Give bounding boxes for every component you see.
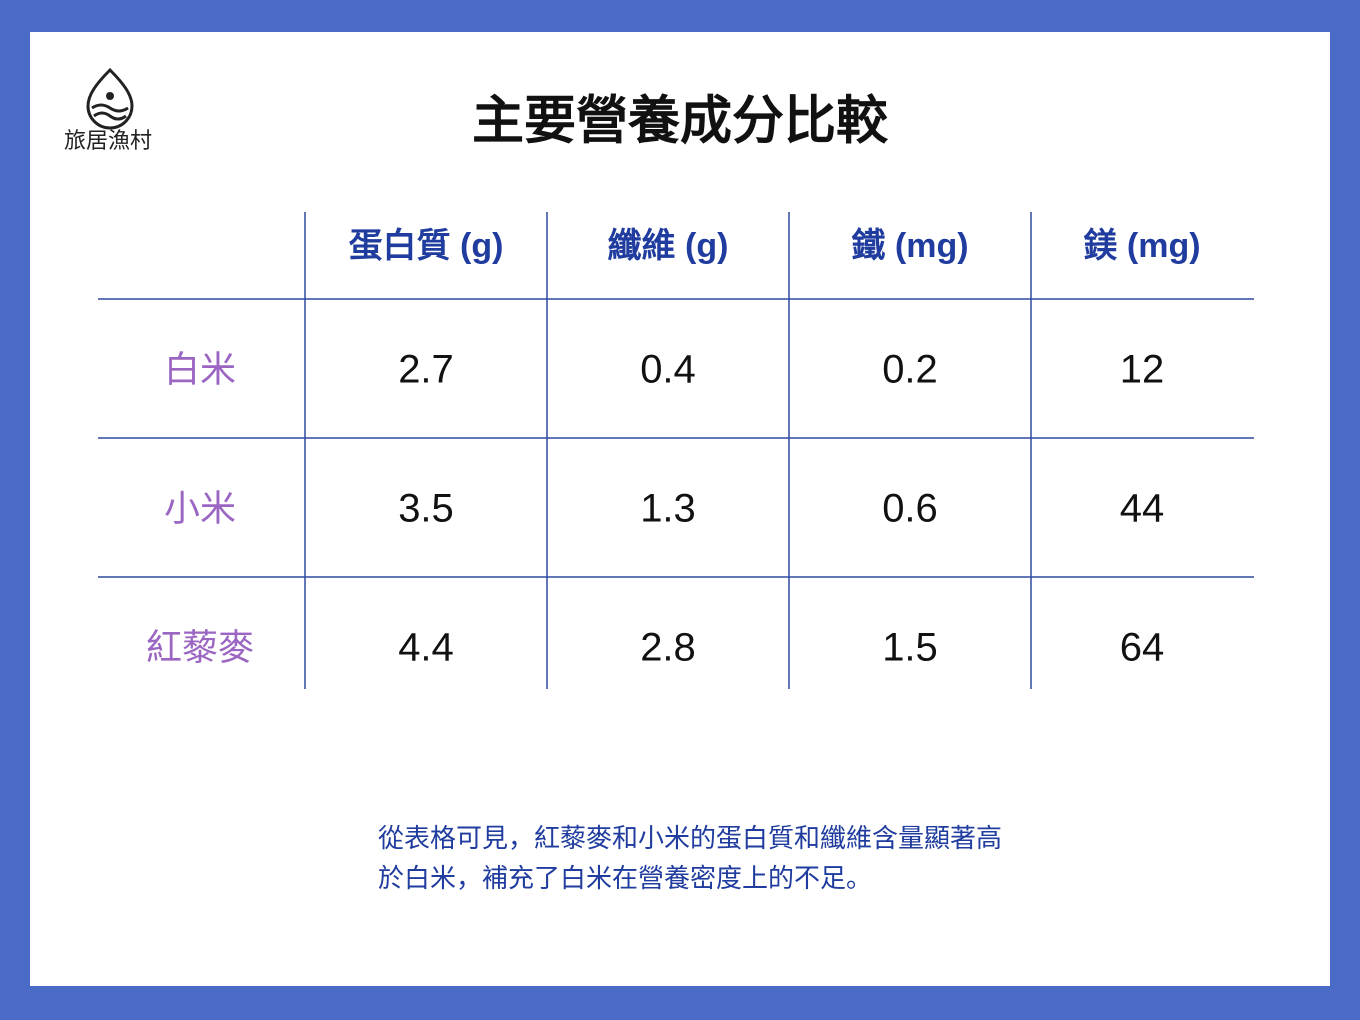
card — [30, 32, 1330, 986]
row-label: 小米 — [164, 488, 236, 529]
cell-value: 1.5 — [882, 626, 938, 670]
cell-value: 0.6 — [882, 487, 938, 531]
cell-value: 12 — [1120, 348, 1165, 392]
row-label: 紅藜麥 — [146, 627, 254, 668]
cell-value: 64 — [1120, 626, 1165, 670]
row-label: 白米 — [164, 349, 236, 390]
column-header: 鎂 (mg) — [1083, 227, 1200, 265]
note-line: 從表格可見，紅藜麥和小米的蛋白質和纖維含量顯著高 — [378, 823, 1002, 853]
cell-value: 0.4 — [640, 348, 696, 392]
note-line: 於白米，補充了白米在營養密度上的不足。 — [378, 863, 872, 893]
cell-value: 1.3 — [640, 487, 696, 531]
cell-value: 0.2 — [882, 348, 938, 392]
cell-value: 4.4 — [398, 626, 454, 670]
cell-value: 2.8 — [640, 626, 696, 670]
title: 主要營養成分比較 — [472, 93, 889, 151]
column-header: 蛋白質 (g) — [349, 227, 504, 265]
cell-value: 2.7 — [398, 348, 454, 392]
column-header: 鐵 (mg) — [851, 227, 968, 265]
table: 蛋白質 (g) 纖維 (g) 鐵 (mg) 鎂 (mg) 白米 2.7 0.4 0.2 12 小米… — [98, 212, 1254, 689]
logo-icon — [86, 67, 134, 130]
logo-text: 旅居漁村 — [64, 128, 152, 153]
cell-value: 44 — [1120, 487, 1165, 531]
column-header: 纖維 (g) — [608, 227, 729, 265]
cell-value: 3.5 — [398, 487, 454, 531]
